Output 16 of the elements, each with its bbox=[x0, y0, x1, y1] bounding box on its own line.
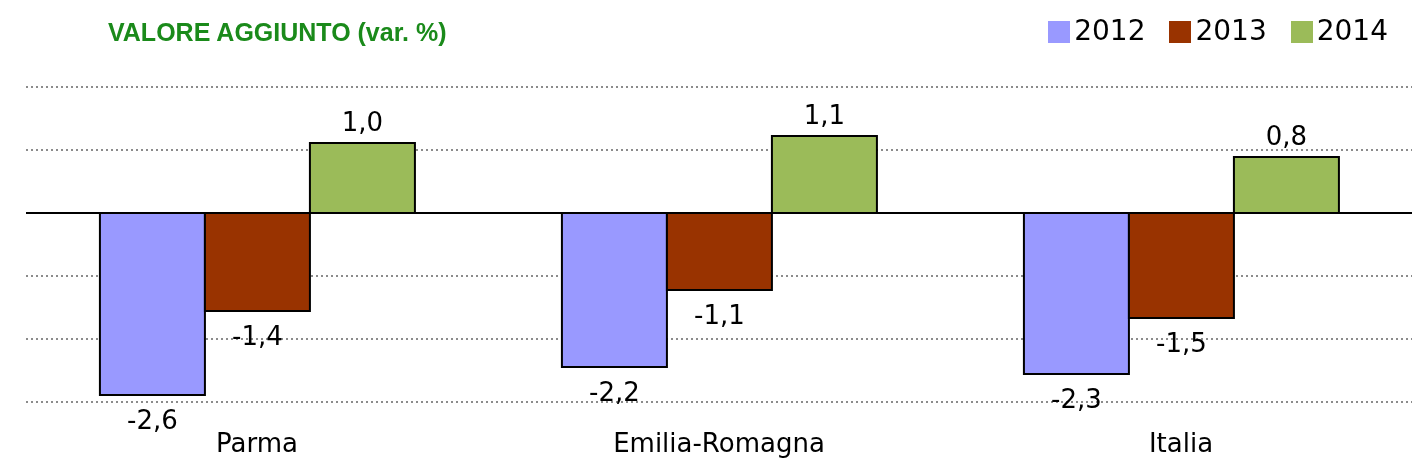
data-label: -1,5 bbox=[1156, 328, 1207, 358]
chart-title: VALORE AGGIUNTO (var. %) bbox=[108, 18, 447, 47]
x-tick-label: Italia bbox=[1148, 428, 1214, 459]
legend-label: 2012 bbox=[1074, 14, 1146, 47]
data-label: -2,3 bbox=[1051, 384, 1102, 414]
data-label: 0,8 bbox=[1265, 121, 1308, 151]
data-label: -2,2 bbox=[589, 377, 640, 407]
data-label: -1,1 bbox=[694, 300, 745, 330]
legend-label: 2014 bbox=[1316, 14, 1388, 47]
data-label: 1,1 bbox=[803, 100, 846, 130]
data-label: -2,6 bbox=[127, 405, 178, 435]
data-label: -1,4 bbox=[232, 321, 283, 351]
data-label: 1,0 bbox=[341, 107, 384, 137]
legend-label: 2013 bbox=[1195, 14, 1267, 47]
x-tick-label: Emilia-Romagna bbox=[613, 428, 825, 459]
x-tick-label: Parma bbox=[216, 428, 298, 459]
